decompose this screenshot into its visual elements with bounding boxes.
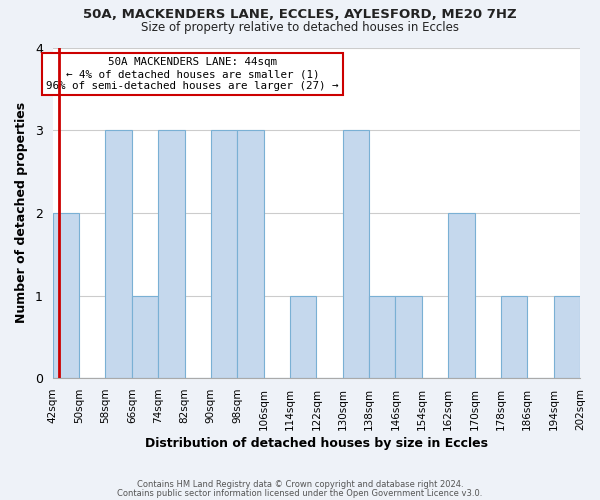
- Bar: [237, 130, 263, 378]
- Text: Size of property relative to detached houses in Eccles: Size of property relative to detached ho…: [141, 21, 459, 34]
- Bar: [448, 213, 475, 378]
- Bar: [369, 296, 395, 378]
- Text: Contains HM Land Registry data © Crown copyright and database right 2024.: Contains HM Land Registry data © Crown c…: [137, 480, 463, 489]
- Bar: [53, 213, 79, 378]
- Bar: [106, 130, 132, 378]
- Bar: [554, 296, 580, 378]
- Text: 50A MACKENDERS LANE: 44sqm
← 4% of detached houses are smaller (1)
96% of semi-d: 50A MACKENDERS LANE: 44sqm ← 4% of detac…: [46, 58, 338, 90]
- Text: Contains public sector information licensed under the Open Government Licence v3: Contains public sector information licen…: [118, 490, 482, 498]
- Y-axis label: Number of detached properties: Number of detached properties: [15, 102, 28, 324]
- Bar: [132, 296, 158, 378]
- Bar: [211, 130, 237, 378]
- Bar: [290, 296, 316, 378]
- Bar: [501, 296, 527, 378]
- Bar: [158, 130, 185, 378]
- Bar: [395, 296, 422, 378]
- X-axis label: Distribution of detached houses by size in Eccles: Distribution of detached houses by size …: [145, 437, 488, 450]
- Bar: [343, 130, 369, 378]
- Text: 50A, MACKENDERS LANE, ECCLES, AYLESFORD, ME20 7HZ: 50A, MACKENDERS LANE, ECCLES, AYLESFORD,…: [83, 8, 517, 20]
